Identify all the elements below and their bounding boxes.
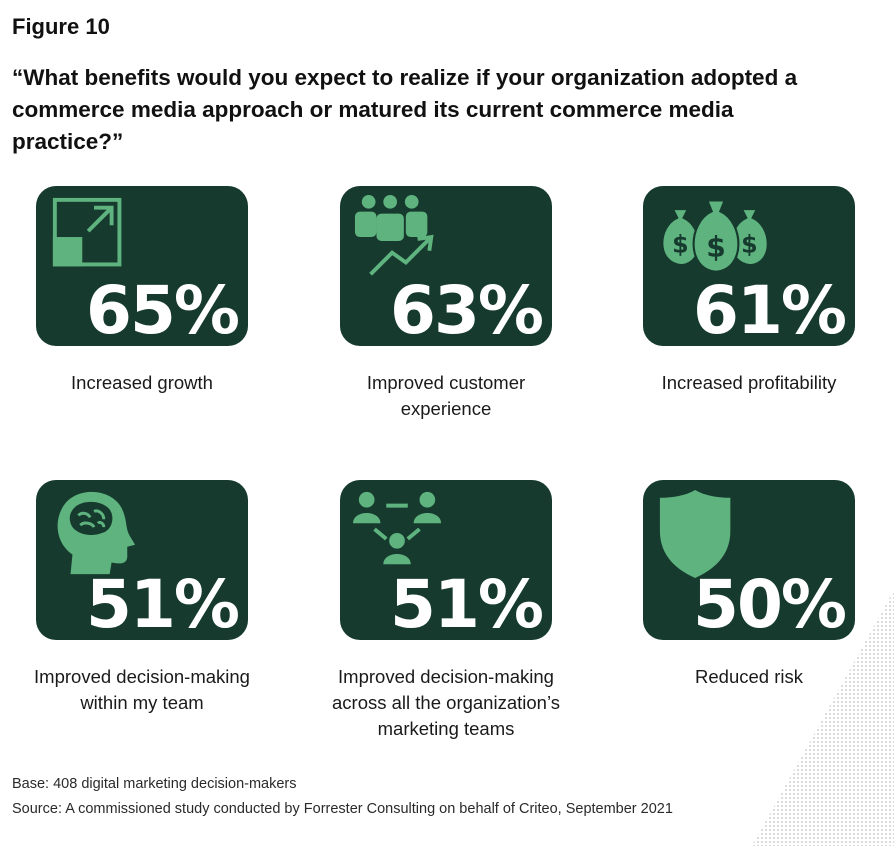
benefit-tile: 65%: [36, 186, 248, 346]
caption-line: across all the organization’s: [332, 692, 560, 713]
caption-line: Increased profitability: [661, 372, 837, 393]
shield-icon: [659, 489, 731, 578]
caption-line: Increased growth: [71, 372, 213, 393]
footer-base: Base: 408 digital marketing decision-mak…: [12, 776, 297, 792]
percentage-value: 51%: [390, 566, 544, 640]
benefit-caption: Improved decision-making across all the o…: [301, 664, 591, 742]
benefit-caption: Increased growth: [0, 370, 287, 396]
benefit-tile: 51%: [36, 480, 248, 640]
benefit-tile: 63%: [340, 186, 552, 346]
expand-arrow-icon: [52, 197, 122, 267]
percentage-value: 50%: [693, 566, 847, 640]
percentage-value: 51%: [86, 566, 240, 640]
benefit-tile: 51%: [340, 480, 552, 640]
benefit-tile: $ $ $61%: [643, 186, 855, 346]
benefit-tile: 50%: [643, 480, 855, 640]
svg-text:$: $: [741, 230, 758, 258]
team-network-icon: [353, 491, 442, 565]
percentage-value: 63%: [390, 272, 544, 346]
benefit-caption: Reduced risk: [604, 664, 894, 690]
caption-line: within my team: [80, 692, 204, 713]
caption-line: Improved decision-making: [338, 666, 554, 687]
caption-line: Reduced risk: [695, 666, 803, 687]
money-bags-icon: $ $ $: [661, 199, 769, 273]
caption-line: marketing teams: [377, 718, 515, 739]
percentage-value: 61%: [693, 272, 847, 346]
chart-question-title: “What benefits would you expect to reali…: [12, 65, 798, 154]
benefit-caption: Improved customer experience: [301, 370, 591, 422]
caption-line: Improved decision-making: [34, 666, 250, 687]
figure-label: Figure 10: [12, 14, 110, 39]
customers-growth-icon: [354, 194, 434, 276]
svg-text:$: $: [706, 231, 726, 264]
brain-head-icon: [57, 491, 136, 575]
caption-line: Improved customer: [366, 372, 526, 393]
footer-source: Source: A commissioned study conducted b…: [12, 801, 673, 817]
benefit-caption: Improved decision-making within my team: [0, 664, 287, 716]
benefit-caption: Increased profitability: [604, 370, 894, 396]
caption-line: experience: [400, 398, 492, 419]
svg-text:$: $: [672, 230, 689, 258]
percentage-value: 65%: [86, 272, 240, 346]
